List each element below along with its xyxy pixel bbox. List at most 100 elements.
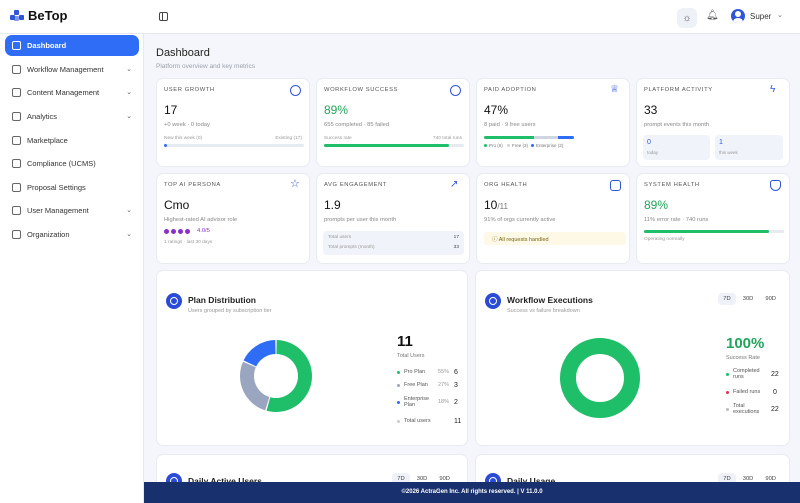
document-icon xyxy=(12,183,21,192)
users-icon xyxy=(290,85,301,96)
star-icon: ☆ xyxy=(290,178,300,190)
legend-label: Enterprise (2) xyxy=(536,143,564,148)
exec-donut-chart xyxy=(560,338,640,418)
card-title: PAID ADOPTION xyxy=(484,87,537,93)
sidebar-item-compliance[interactable]: Compliance (UCMS) xyxy=(5,153,139,174)
stat-value: 33 xyxy=(453,245,459,250)
today-box: 0 today xyxy=(643,135,710,160)
card-detail: +0 week · 0 today xyxy=(164,122,210,128)
stat-label: Total users xyxy=(328,235,352,240)
card-value: 10/11 xyxy=(484,198,508,212)
sidebar-item-workflow-management[interactable]: Workflow Management ⌄ xyxy=(5,59,139,80)
system-health-card: SYSTEM HEALTH 89% 11% error rate · 740 r… xyxy=(636,173,790,264)
workflow-success-card: WORKFLOW SUCCESS 89% 655 completed · 85 … xyxy=(316,78,470,167)
health-bar xyxy=(644,230,784,233)
sidebar-toggle-icon[interactable] xyxy=(159,12,168,21)
top-bar: BeTop ☼ 🔔︎ Super ⌄ xyxy=(0,0,800,34)
legend-free: Free (3) xyxy=(507,143,528,148)
plan-row-enterprise: Enterprise Plan 18% 2 xyxy=(397,395,467,409)
tab-90d[interactable]: 90D xyxy=(765,476,776,482)
card-detail: 655 completed · 85 failed xyxy=(324,122,390,128)
sidebar-item-organization[interactable]: Organization ⌄ xyxy=(5,224,139,245)
sidebar-item-analytics[interactable]: Analytics ⌄ xyxy=(5,106,139,127)
sun-icon: ☼ xyxy=(682,12,692,24)
card-title: WORKFLOW SUCCESS xyxy=(324,87,399,93)
sidebar-item-proposal-settings[interactable]: Proposal Settings xyxy=(5,177,139,198)
plan-distribution-card: Plan Distribution Users grouped by subsc… xyxy=(156,270,468,446)
success-rate-label: Success Rate xyxy=(726,355,760,361)
today-value: 0 xyxy=(647,139,651,146)
exec-count: 0 xyxy=(773,388,777,396)
rating-stars xyxy=(164,229,190,234)
folder-icon xyxy=(12,88,21,97)
card-detail: 8 paid · 9 free users xyxy=(484,122,536,128)
tab-90d[interactable]: 90D xyxy=(439,476,450,482)
tab-30d[interactable]: 30D xyxy=(742,476,754,482)
tab-30d[interactable]: 30D xyxy=(742,296,754,302)
main-content: Dashboard Platform overview and key metr… xyxy=(144,34,800,503)
status-badge: ⓘ All requests handled xyxy=(484,232,626,245)
exec-label: Failed runs xyxy=(733,389,761,395)
exec-count: 22 xyxy=(771,405,779,413)
plan-count: 11 xyxy=(454,417,462,425)
card-title: TOP AI PERSONA xyxy=(164,182,221,188)
brand-logo[interactable]: BeTop xyxy=(10,8,67,23)
plan-row-free: Free Plan 27% 3 xyxy=(397,381,467,389)
chevron-down-icon: ⌄ xyxy=(126,113,132,120)
sidebar-item-content-management[interactable]: Content Management ⌄ xyxy=(5,82,139,103)
range-tabs: 7D 30D 90D xyxy=(718,293,781,305)
exec-row-failed: Failed runs 0 xyxy=(726,388,784,396)
home-icon xyxy=(12,41,21,50)
theme-toggle-button[interactable]: ☼ xyxy=(677,8,697,28)
sidebar: Dashboard Workflow Management ⌄ Content M… xyxy=(0,34,144,503)
sidebar-item-label: Compliance (UCMS) xyxy=(27,159,96,168)
card-value: 47% xyxy=(484,103,509,117)
org-health-card: ORG HEALTH 10/11 91% of orgs currently a… xyxy=(476,173,630,264)
total-runs-label: 740 total runs xyxy=(432,136,462,141)
sidebar-item-dashboard[interactable]: Dashboard xyxy=(5,35,139,56)
trend-icon xyxy=(12,112,21,121)
card-detail: 11% error rate · 740 runs xyxy=(644,217,709,223)
tab-90d[interactable]: 90D xyxy=(765,296,776,302)
tab-7d[interactable]: 7D xyxy=(718,293,736,305)
sidebar-item-label: Analytics xyxy=(27,112,58,121)
footer: ©2026 ActraGen Inc. All rights reserved.… xyxy=(144,482,800,503)
card-title: SYSTEM HEALTH xyxy=(644,182,700,188)
legend-pro: Pro (6) xyxy=(484,143,503,148)
user-name[interactable]: Super xyxy=(750,12,772,21)
shield-icon xyxy=(12,159,21,168)
donut-slice-enterprise-plan xyxy=(243,340,276,367)
exec-count: 22 xyxy=(771,370,779,378)
legend-label: Pro (6) xyxy=(489,143,503,148)
bell-icon[interactable]: 🔔︎ xyxy=(706,10,719,21)
org-count: 10 xyxy=(484,198,498,212)
week-box: 1 this week xyxy=(715,135,783,160)
legend-label: Free (3) xyxy=(512,143,529,148)
user-growth-card: USER GROWTH 17 +0 week · 0 today New thi… xyxy=(156,78,310,167)
top-persona-card: TOP AI PERSONA ☆ Cmo Highest-rated AI ad… xyxy=(156,173,310,264)
new-label: New this week (0) xyxy=(164,136,203,141)
engagement-stats-box: Total users 17 Total prompts (month) 33 xyxy=(323,231,464,255)
sidebar-item-label: Content Management xyxy=(27,88,100,97)
card-title: ORG HEALTH xyxy=(484,182,528,188)
check-circle-icon xyxy=(450,85,461,96)
check-circle-icon xyxy=(485,293,501,309)
gear-icon xyxy=(12,230,21,239)
building-icon xyxy=(610,180,621,191)
card-title: AVG ENGAGEMENT xyxy=(324,182,388,188)
chevron-down-icon[interactable]: ⌄ xyxy=(777,12,783,19)
sidebar-item-marketplace[interactable]: Marketplace xyxy=(5,130,139,151)
sidebar-item-user-management[interactable]: User Management ⌄ xyxy=(5,200,139,221)
status-text: All requests handled xyxy=(498,237,549,243)
users-icon xyxy=(12,206,21,215)
chevron-down-icon: ⌄ xyxy=(126,207,132,214)
workflow-executions-card: Workflow Executions Success vs failure b… xyxy=(475,270,790,446)
card-title: Daily Usage xyxy=(507,476,556,486)
week-value: 1 xyxy=(719,139,723,146)
chevron-down-icon: ⌄ xyxy=(126,231,132,238)
sidebar-item-label: Dashboard xyxy=(27,41,67,50)
tab-30d[interactable]: 30D xyxy=(416,476,428,482)
plan-label: Enterprise Plan xyxy=(404,395,430,409)
avatar[interactable] xyxy=(731,9,745,23)
pie-icon xyxy=(166,293,182,309)
